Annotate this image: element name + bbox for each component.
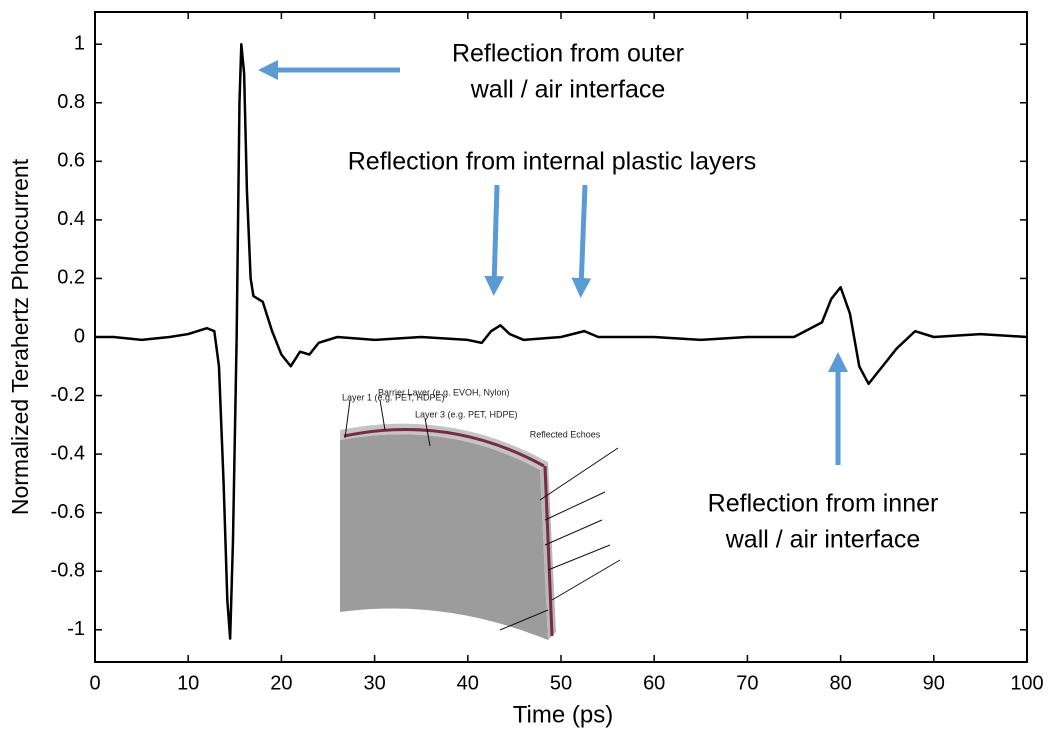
- x-tick-label: 40: [457, 672, 479, 694]
- inset-label: Layer 1 (e.g. PET, HDPE): [342, 392, 445, 402]
- y-tick-label: -0.2: [51, 384, 85, 406]
- inset-label: Reflected Echoes: [530, 429, 601, 439]
- y-tick-label: 1: [74, 32, 85, 54]
- y-tick-label: 0.2: [57, 267, 85, 289]
- x-axis-label: Time (ps): [513, 701, 613, 728]
- x-tick-label: 80: [829, 672, 851, 694]
- y-tick-label: -1: [67, 618, 85, 640]
- annotation: wall / air interface: [470, 76, 666, 104]
- inset-label: Barrier Layer (e.g. EVOH, Nylon): [378, 387, 510, 397]
- annotation: Reflection from internal plastic layers: [348, 148, 757, 176]
- x-tick-label: 50: [550, 672, 572, 694]
- x-tick-label: 0: [89, 672, 100, 694]
- y-tick-label: -0.8: [51, 560, 85, 582]
- y-tick-label: 0: [74, 325, 85, 347]
- x-tick-label: 90: [923, 672, 945, 694]
- x-tick-label: 10: [177, 672, 199, 694]
- y-axis-label: Normalized Terahertz Photocurrent: [7, 158, 33, 515]
- y-tick-label: 0.8: [57, 91, 85, 113]
- annotation: Reflection from inner: [708, 490, 939, 518]
- arrows: [258, 60, 848, 465]
- x-tick-label: 20: [270, 672, 292, 694]
- annotation: Reflection from outer: [452, 40, 684, 68]
- data-line: [95, 42, 1028, 640]
- x-tick-label: 60: [643, 672, 665, 694]
- annotation: wall / air interface: [725, 526, 921, 554]
- inset-diagram: [340, 399, 621, 640]
- y-tick-label: 0.6: [57, 150, 85, 172]
- y-tick-label: -0.4: [51, 442, 85, 464]
- inset-label: Layer 3 (e.g. PET, HDPE): [415, 409, 518, 419]
- y-tick-label: 0.4: [57, 208, 85, 230]
- x-tick-label: 100: [1010, 672, 1043, 694]
- x-tick-label: 70: [736, 672, 758, 694]
- x-tick-label: 30: [363, 672, 385, 694]
- y-tick-label: -0.6: [51, 501, 85, 523]
